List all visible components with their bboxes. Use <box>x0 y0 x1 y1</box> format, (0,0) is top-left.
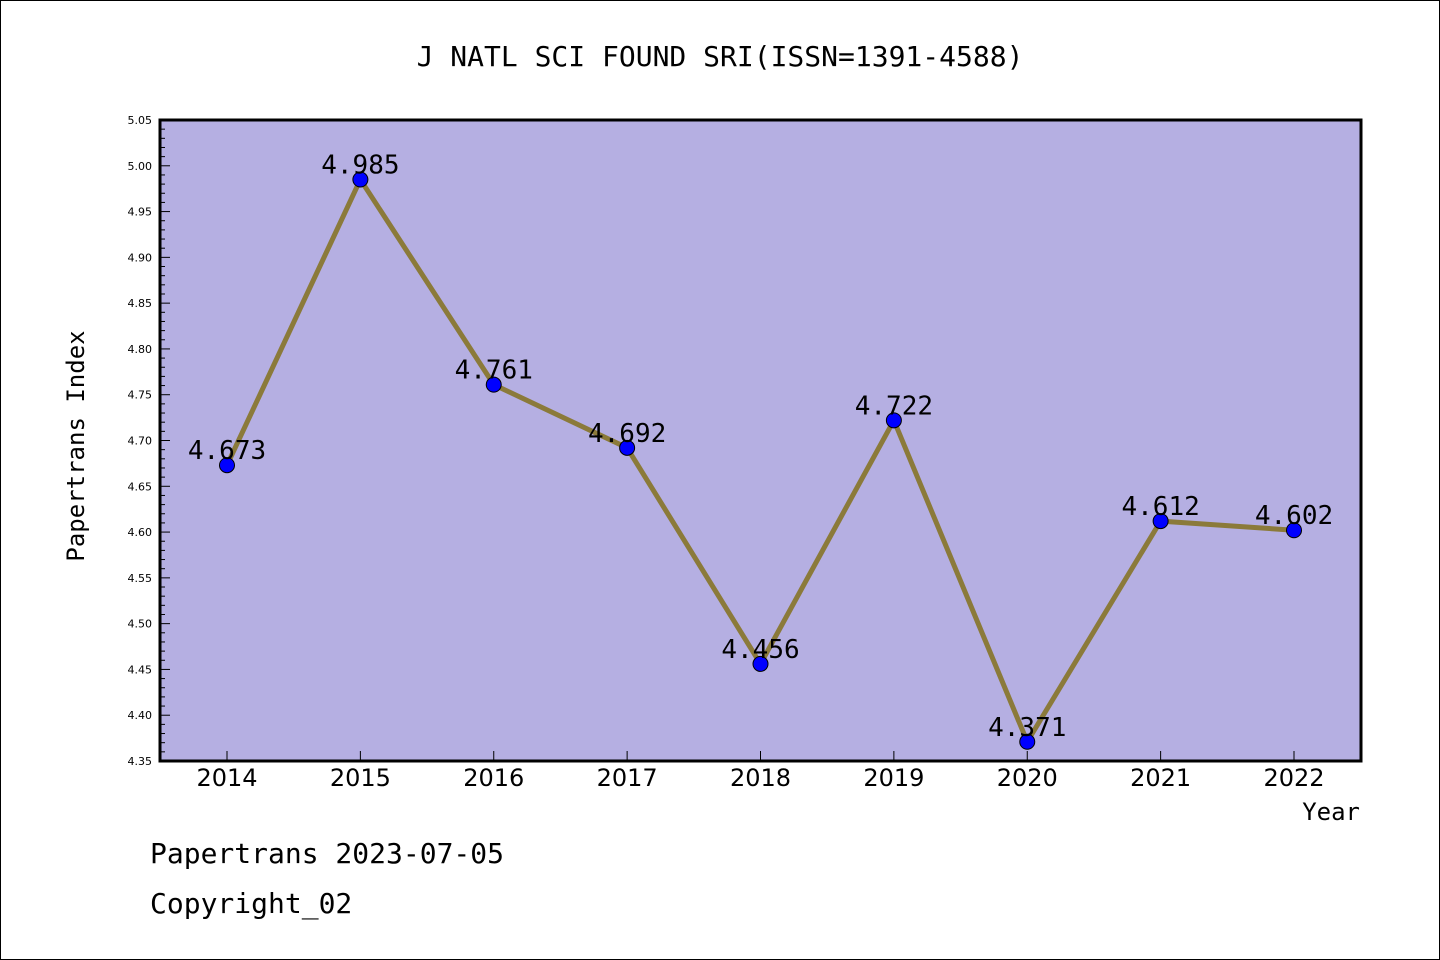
footer-date: Papertrans 2023-07-05 <box>150 837 504 870</box>
y-tick-label: 5.05 <box>128 114 153 127</box>
x-tick-label: 2022 <box>1263 764 1324 792</box>
plot-border <box>158 118 1363 763</box>
y-tick-label: 4.80 <box>128 343 153 356</box>
data-label: 4.602 <box>1255 501 1333 531</box>
footer-copyright: Copyright_02 <box>150 887 352 921</box>
data-point <box>485 376 502 393</box>
x-tick-label: 2020 <box>997 764 1058 792</box>
data-label: 4.371 <box>988 713 1066 743</box>
data-point <box>1286 522 1302 539</box>
data-point <box>619 439 636 456</box>
y-tick-label: 4.65 <box>128 480 153 493</box>
y-tick-label: 4.55 <box>128 572 153 585</box>
chart-title: J NATL SCI FOUND SRI(ISSN=1391-4588) <box>417 40 1024 73</box>
y-tick-label: 4.90 <box>128 251 153 264</box>
data-point <box>752 655 769 672</box>
data-point <box>885 412 902 429</box>
y-tick-label: 4.95 <box>128 206 153 219</box>
data-point <box>352 171 369 188</box>
x-tick-label: 2015 <box>330 764 391 792</box>
x-tick-label: 2014 <box>196 764 257 792</box>
y-tick-label: 4.40 <box>128 709 153 722</box>
plot-area <box>160 120 1361 761</box>
x-tick-label: 2017 <box>597 764 658 792</box>
data-labels: 4.673 4.985 4.761 4.692 4.456 4.722 4.371 4.612… <box>188 151 1333 743</box>
data-label: 4.692 <box>588 419 666 449</box>
data-label: 4.673 <box>188 436 266 466</box>
x-axis-label: Year <box>1302 798 1360 826</box>
x-axis: 2014 2015 2016 2017 2018 2019 2020 2021 2022 <box>196 751 1325 792</box>
data-label: 4.612 <box>1121 492 1199 522</box>
y-axis-label: Papertrans Index <box>62 330 90 561</box>
y-tick-label: 5.00 <box>128 160 153 173</box>
x-tick-label: 2018 <box>730 764 791 792</box>
series-markers <box>219 171 1302 750</box>
y-tick-label: 4.60 <box>128 526 153 539</box>
y-tick-label: 4.45 <box>128 663 153 676</box>
y-axis: 4.35 4.40 4.45 4.50 4.55 4.60 4.65 4.70 4.75 4.80… <box>128 114 170 768</box>
data-label: 4.722 <box>855 391 933 421</box>
data-point <box>1019 733 1036 750</box>
y-tick-label: 4.75 <box>128 389 153 402</box>
data-point <box>219 457 235 474</box>
x-tick-label: 2019 <box>863 764 924 792</box>
y-tick-label: 4.35 <box>128 755 153 768</box>
x-tick-label: 2016 <box>463 764 524 792</box>
y-tick-label: 4.70 <box>128 435 153 448</box>
y-tick-label: 4.50 <box>128 618 153 631</box>
data-label: 4.985 <box>321 151 399 181</box>
y-tick-label: 4.85 <box>128 297 153 310</box>
data-label: 4.761 <box>455 356 533 386</box>
x-tick-label: 2021 <box>1130 764 1191 792</box>
data-point <box>1152 513 1169 530</box>
data-label: 4.456 <box>721 635 799 665</box>
